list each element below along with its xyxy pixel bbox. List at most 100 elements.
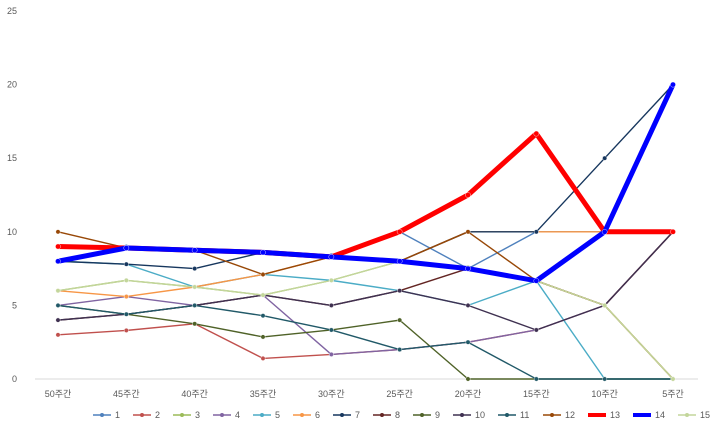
legend-label: 3	[195, 410, 200, 420]
legend-item: 15	[678, 410, 710, 420]
y-tick-label: 20	[7, 80, 17, 90]
legend-item: 3	[173, 410, 200, 420]
data-point	[192, 302, 198, 308]
data-point	[396, 228, 403, 235]
data-point	[191, 247, 198, 253]
data-point	[465, 376, 471, 382]
x-tick-label: 45주간	[113, 389, 140, 399]
data-point	[260, 249, 266, 256]
series-layer	[55, 81, 676, 382]
x-tick-label: 25주간	[386, 389, 413, 399]
x-tick-label: 30주간	[318, 389, 345, 399]
legend-marker	[460, 413, 464, 417]
series-13	[55, 130, 676, 260]
series-12	[55, 229, 676, 382]
legend-marker	[505, 413, 509, 417]
legend-label: 12	[565, 410, 575, 420]
y-tick-label: 5	[12, 300, 17, 310]
legend-label: 4	[235, 410, 240, 420]
data-point	[328, 277, 334, 283]
legend-label: 6	[315, 410, 320, 420]
legend-item: 12	[543, 410, 575, 420]
data-point	[260, 355, 266, 361]
legend-marker	[180, 413, 184, 417]
data-point	[328, 302, 334, 308]
legend-marker	[640, 413, 644, 417]
legend-label: 14	[655, 410, 665, 420]
legend-item: 11	[498, 410, 529, 420]
series-line	[57, 83, 674, 270]
series-14	[55, 81, 676, 284]
data-point	[123, 328, 129, 333]
data-point	[328, 352, 334, 357]
y-tick-label: 0	[12, 374, 17, 384]
data-point	[55, 317, 61, 323]
data-point	[55, 288, 61, 294]
legend-label: 7	[355, 410, 360, 420]
legend-item: 9	[413, 410, 440, 420]
x-tick-label: 10주간	[591, 389, 618, 399]
x-tick-label: 15주간	[523, 389, 550, 399]
legend-item: 1	[93, 410, 120, 420]
series-line	[57, 304, 674, 380]
data-point	[533, 278, 540, 284]
data-point	[55, 229, 61, 235]
data-point	[465, 265, 471, 272]
legend-label: 1	[115, 410, 120, 420]
legend-marker	[140, 413, 144, 417]
legend-marker	[420, 413, 424, 417]
data-point	[192, 284, 198, 290]
data-point	[55, 332, 61, 338]
legend-marker	[550, 413, 554, 417]
data-point	[670, 376, 676, 382]
legend-marker	[380, 413, 384, 417]
legend-marker	[340, 413, 344, 417]
data-point	[55, 258, 61, 265]
legend-marker	[595, 413, 599, 417]
y-tick-label: 10	[7, 227, 17, 237]
series-line	[57, 260, 674, 380]
data-point	[328, 327, 334, 333]
legend-item: 13	[588, 410, 620, 420]
data-point	[465, 192, 471, 198]
legend-item: 10	[453, 410, 485, 420]
data-point	[260, 313, 266, 319]
data-point	[670, 228, 676, 235]
series-line	[57, 231, 674, 298]
data-point	[192, 266, 198, 271]
series-11	[55, 302, 676, 382]
data-point	[397, 317, 403, 323]
legend-label: 9	[435, 410, 440, 420]
data-point	[123, 245, 130, 251]
data-point	[123, 311, 129, 317]
x-tick-label: 40주간	[181, 389, 208, 399]
axis-layer: 0 5 10 15 20 25 50주간 45주간 40주간 35주간 30주간 25주간 20주간 15…	[7, 6, 698, 399]
y-tick-label: 15	[7, 153, 17, 163]
data-point	[533, 327, 539, 333]
series-line	[55, 131, 676, 260]
series-9	[55, 302, 676, 382]
series-5	[55, 258, 676, 382]
legend-label: 15	[700, 410, 710, 420]
legend-label: 5	[275, 410, 280, 420]
legend-item: 14	[633, 410, 665, 420]
data-point	[123, 277, 129, 283]
series-3	[55, 258, 676, 382]
legend-marker	[100, 413, 104, 417]
data-point	[465, 229, 471, 235]
data-point	[397, 288, 403, 294]
legend-label: 8	[395, 410, 400, 420]
data-point	[602, 302, 608, 308]
series-line	[57, 260, 674, 380]
legend-marker	[220, 413, 224, 417]
x-tick-label: 50주간	[45, 389, 72, 399]
legend-marker	[260, 413, 264, 417]
data-point	[55, 302, 61, 308]
series-line	[57, 260, 674, 380]
legend-marker	[300, 413, 304, 417]
data-point	[260, 272, 266, 277]
x-tick-label: 35주간	[250, 389, 277, 399]
legend-item: 8	[373, 410, 400, 420]
